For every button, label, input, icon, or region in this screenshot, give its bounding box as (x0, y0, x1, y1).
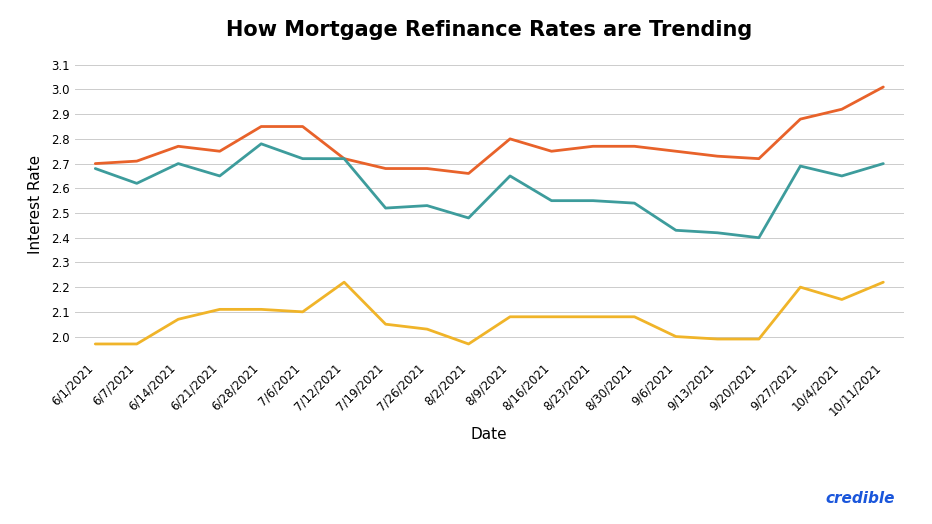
15-year-fixed (463, 341, 474, 347)
15-year-fixed (421, 326, 432, 332)
20-year-fixed (255, 140, 267, 147)
Legend: 30-year fixed, 20-year-fixed, 15-year-fixed: 30-year fixed, 20-year-fixed, 15-year-fi… (269, 521, 626, 524)
30-year fixed (297, 123, 308, 129)
20-year-fixed (587, 198, 598, 204)
15-year-fixed (504, 314, 515, 320)
20-year-fixed (629, 200, 640, 206)
X-axis label: Date: Date (471, 427, 508, 442)
20-year-fixed (172, 160, 184, 167)
30-year fixed (753, 156, 764, 162)
15-year-fixed (836, 297, 847, 303)
20-year-fixed (338, 156, 350, 162)
20-year-fixed (131, 180, 143, 187)
15-year-fixed (380, 321, 391, 328)
20-year-fixed (89, 166, 101, 172)
20-year-fixed (753, 235, 764, 241)
Title: How Mortgage Refinance Rates are Trending: How Mortgage Refinance Rates are Trendin… (226, 20, 752, 40)
15-year-fixed (255, 306, 267, 312)
20-year-fixed (670, 227, 681, 234)
15-year-fixed (214, 306, 226, 312)
30-year fixed (795, 116, 806, 122)
Line: 30-year fixed: 30-year fixed (95, 87, 884, 173)
15-year-fixed (172, 316, 184, 322)
15-year-fixed (297, 309, 308, 315)
20-year-fixed (878, 160, 889, 167)
20-year-fixed (795, 163, 806, 169)
30-year fixed (255, 123, 267, 129)
30-year fixed (172, 143, 184, 149)
20-year-fixed (214, 173, 226, 179)
30-year fixed (338, 156, 350, 162)
30-year fixed (504, 136, 515, 142)
15-year-fixed (131, 341, 143, 347)
20-year-fixed (712, 230, 723, 236)
15-year-fixed (587, 314, 598, 320)
15-year-fixed (546, 314, 557, 320)
Text: credible: credible (825, 491, 895, 506)
Line: 20-year-fixed: 20-year-fixed (95, 144, 884, 238)
30-year fixed (670, 148, 681, 155)
15-year-fixed (712, 336, 723, 342)
15-year-fixed (670, 333, 681, 340)
20-year-fixed (297, 156, 308, 162)
30-year fixed (836, 106, 847, 112)
30-year fixed (629, 143, 640, 149)
15-year-fixed (89, 341, 101, 347)
20-year-fixed (546, 198, 557, 204)
Y-axis label: Interest Rate: Interest Rate (28, 155, 43, 254)
20-year-fixed (380, 205, 391, 211)
15-year-fixed (795, 284, 806, 290)
20-year-fixed (836, 173, 847, 179)
30-year fixed (878, 84, 889, 90)
30-year fixed (89, 160, 101, 167)
30-year fixed (421, 166, 432, 172)
15-year-fixed (629, 314, 640, 320)
30-year fixed (214, 148, 226, 155)
30-year fixed (380, 166, 391, 172)
15-year-fixed (753, 336, 764, 342)
20-year-fixed (463, 215, 474, 221)
20-year-fixed (421, 202, 432, 209)
30-year fixed (546, 148, 557, 155)
Line: 15-year-fixed: 15-year-fixed (95, 282, 884, 344)
30-year fixed (587, 143, 598, 149)
20-year-fixed (504, 173, 515, 179)
30-year fixed (463, 170, 474, 177)
15-year-fixed (338, 279, 350, 286)
30-year fixed (712, 153, 723, 159)
30-year fixed (131, 158, 143, 164)
15-year-fixed (878, 279, 889, 286)
